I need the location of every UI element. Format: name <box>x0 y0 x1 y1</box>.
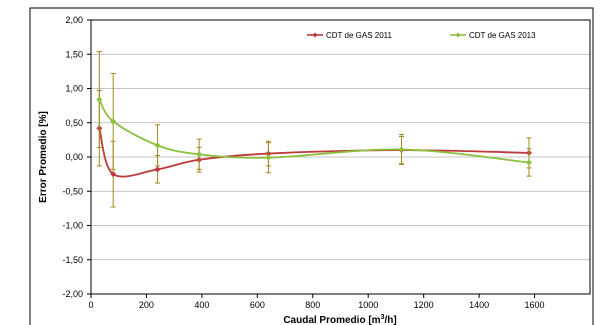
legend-label: CDT de GAS 2011 <box>326 31 393 40</box>
y-tick-label: 2,00 <box>65 15 83 25</box>
data-point <box>196 151 203 158</box>
y-tick-label: 0,00 <box>65 152 83 162</box>
legend-marker <box>455 32 461 38</box>
data-point <box>96 96 103 103</box>
x-tick-label: 200 <box>139 300 154 310</box>
x-tick-label: 1400 <box>469 300 489 310</box>
y-tick-label: -2,00 <box>62 289 83 299</box>
x-axis-title-tail: /h] <box>384 315 396 325</box>
y-tick-label: -0,50 <box>62 186 83 196</box>
x-tick-label: 1600 <box>525 300 545 310</box>
y-axis-title: Error Promedio [%] <box>38 111 49 203</box>
data-point <box>110 171 117 178</box>
x-axis-title-base: Caudal Promedio [m <box>283 315 380 325</box>
data-point <box>526 159 533 166</box>
y-tick-label: 1,00 <box>65 84 83 94</box>
y-tick-label: -1,50 <box>62 255 83 265</box>
x-tick-label: 0 <box>88 300 93 310</box>
x-tick-label: 600 <box>250 300 265 310</box>
legend: CDT de GAS 2011 CDT de GAS 2013 <box>307 31 536 40</box>
series-line <box>98 98 530 164</box>
data-point <box>110 118 117 125</box>
x-axis-title: Caudal Promedio [m3/h] <box>283 314 396 325</box>
x-tick-label: 400 <box>194 300 209 310</box>
x-tick-label: 1200 <box>414 300 434 310</box>
x-axis-ticks: 0 200 400 600 800 1000 1200 1400 1600 <box>88 294 545 310</box>
chart-area-border <box>29 7 594 325</box>
x-axis-title-superscript: 3 <box>381 314 385 321</box>
y-tick-label: -1,00 <box>62 221 83 231</box>
x-tick-label: 800 <box>305 300 320 310</box>
data-point <box>154 142 161 149</box>
legend-label: CDT de GAS 2013 <box>469 31 536 40</box>
series-layer <box>96 51 533 208</box>
y-axis-ticks: 2,00 1,50 1,00 0,50 0,00 -0,50 -1,00 -1,50 -2,00 <box>62 15 91 299</box>
x-tick-label: 1000 <box>358 300 378 310</box>
data-point <box>398 146 405 153</box>
legend-marker <box>312 32 318 38</box>
series-2 <box>96 51 533 177</box>
y-tick-label: 1,50 <box>65 49 83 59</box>
data-point <box>154 166 161 173</box>
y-tick-label: 0,50 <box>65 118 83 128</box>
data-point <box>265 154 272 161</box>
